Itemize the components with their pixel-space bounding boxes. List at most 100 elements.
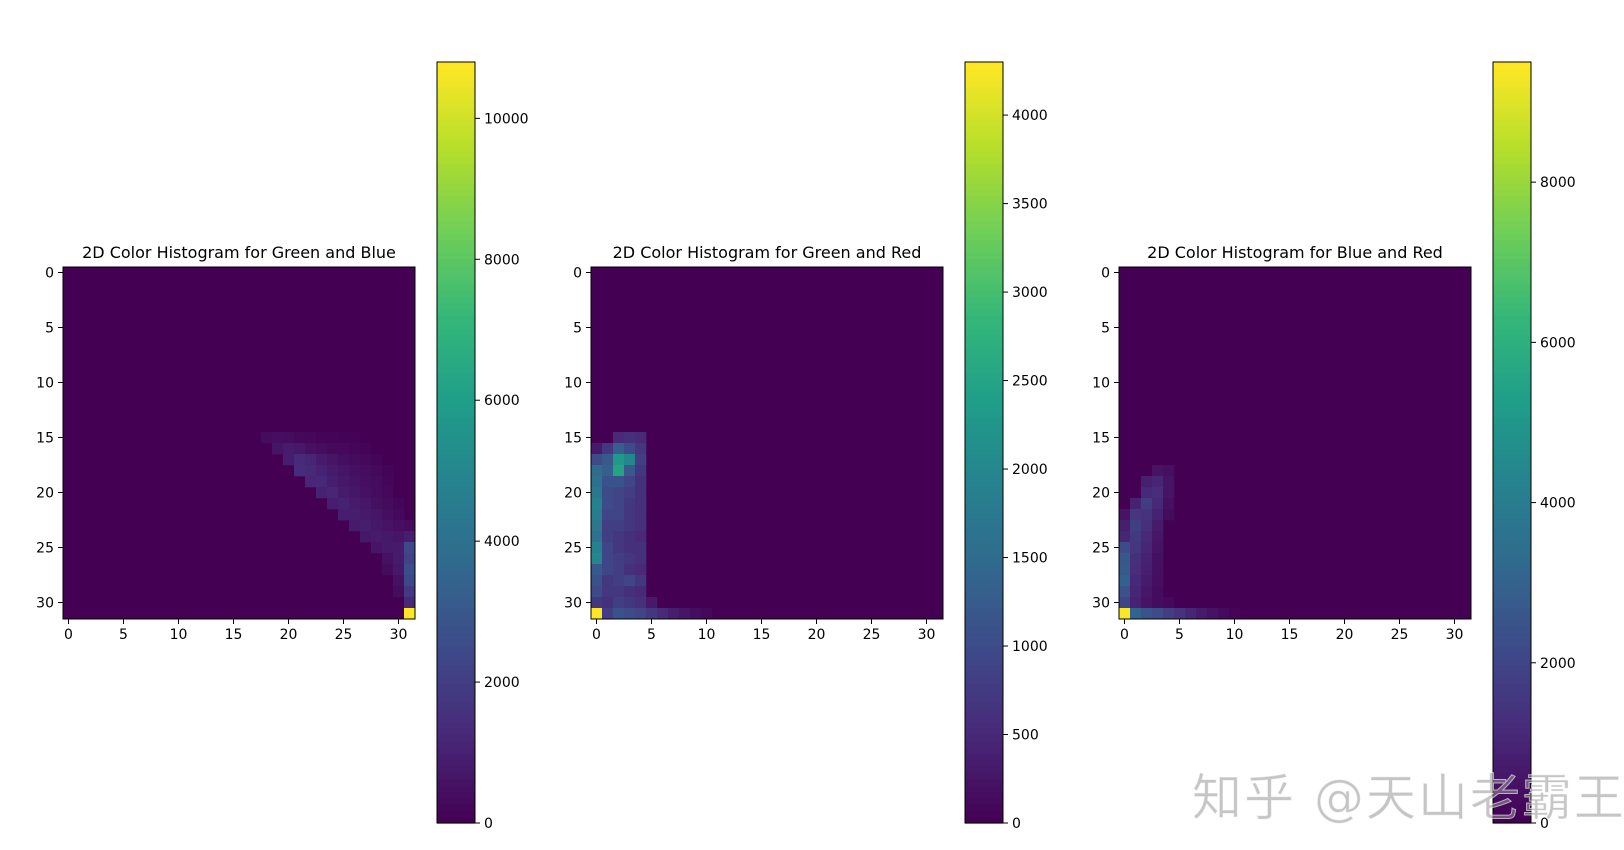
colorbar-segment bbox=[1493, 271, 1531, 279]
colorbar-segment bbox=[965, 765, 1003, 773]
colorbar-segment bbox=[437, 157, 475, 165]
heatmap-cell bbox=[283, 432, 295, 444]
colorbar-segment bbox=[965, 169, 1003, 177]
colorbar-segment bbox=[437, 759, 475, 767]
colorbar-segment bbox=[965, 302, 1003, 310]
heatmap-cell bbox=[602, 465, 614, 477]
heatmap-cell bbox=[624, 586, 636, 598]
colorbar-tick-label: 2500 bbox=[1012, 374, 1048, 390]
colorbar-segment bbox=[437, 322, 475, 329]
y-tick-label: 5 bbox=[1101, 321, 1110, 337]
colorbar-segment bbox=[965, 74, 1003, 82]
colorbar-segment bbox=[1493, 195, 1531, 203]
heatmap-cell bbox=[602, 509, 614, 521]
colorbar-segment bbox=[965, 702, 1003, 710]
colorbar-segment bbox=[1493, 100, 1531, 107]
heatmap-cell bbox=[635, 542, 647, 554]
heatmap-cell bbox=[404, 575, 416, 587]
chart-panel-2: 2D Color Histogram for Green and Red 0 5 10… bbox=[564, 61, 1048, 832]
colorbar-segment bbox=[437, 784, 475, 792]
heatmap-cell bbox=[635, 443, 647, 455]
heatmap-cell bbox=[635, 608, 647, 620]
colorbar-segment bbox=[965, 93, 1003, 101]
heatmap-cell bbox=[1152, 509, 1164, 521]
colorbar-segment bbox=[965, 366, 1003, 374]
heatmap-cell bbox=[635, 498, 647, 510]
colorbar-segment bbox=[437, 689, 475, 697]
colorbar-segment bbox=[437, 404, 475, 412]
heatmap-cell bbox=[624, 509, 636, 521]
colorbar-segment bbox=[437, 245, 475, 253]
heatmap-cell bbox=[624, 542, 636, 554]
chart-title: 2D Color Histogram for Green and Red bbox=[613, 243, 922, 262]
colorbar-tick-label: 2000 bbox=[484, 675, 520, 691]
colorbar-segment bbox=[965, 163, 1003, 171]
heatmap-cell bbox=[305, 443, 317, 455]
heatmap-cell bbox=[404, 597, 416, 609]
colorbar-segment bbox=[437, 74, 475, 82]
heatmap-cell bbox=[349, 454, 361, 466]
colorbar-segment bbox=[1493, 315, 1531, 323]
heatmap-cell bbox=[624, 487, 636, 499]
colorbar-segment bbox=[437, 119, 475, 127]
colorbar-segment bbox=[1493, 283, 1531, 291]
colorbar-segment bbox=[437, 391, 475, 399]
heatmap-cell bbox=[393, 520, 405, 532]
colorbar-segment bbox=[965, 112, 1003, 120]
colorbar-tick-label: 0 bbox=[484, 816, 493, 832]
colorbar-tick-label: 6000 bbox=[484, 393, 520, 409]
colorbar-segment bbox=[437, 734, 475, 742]
x-tick-label: 20 bbox=[1336, 627, 1354, 643]
colorbar-segment bbox=[1493, 601, 1531, 608]
heatmap-cell bbox=[327, 443, 339, 455]
colorbar-segment bbox=[965, 353, 1003, 361]
heatmap-cell bbox=[591, 575, 603, 587]
heatmap-cell bbox=[602, 608, 614, 620]
heatmap-cell bbox=[1152, 575, 1164, 587]
colorbar-segment bbox=[1493, 106, 1531, 114]
heatmap-cell bbox=[602, 564, 614, 576]
heatmap-cell bbox=[1152, 487, 1164, 499]
colorbar-segment bbox=[437, 214, 475, 222]
colorbar-segment bbox=[1493, 550, 1531, 558]
colorbar-segment bbox=[1493, 499, 1531, 507]
colorbar-segment bbox=[437, 366, 475, 374]
colorbar-segment bbox=[965, 562, 1003, 570]
colorbar-segment bbox=[965, 309, 1003, 317]
heatmap-cell bbox=[1130, 542, 1142, 554]
heatmap-cell bbox=[283, 454, 295, 466]
colorbar-segment bbox=[965, 68, 1003, 76]
colorbar-segment bbox=[437, 778, 475, 786]
colorbar-segment bbox=[1493, 233, 1531, 241]
heatmap-cell bbox=[316, 454, 328, 466]
heatmap-cell bbox=[338, 465, 350, 477]
heatmap-cell bbox=[1130, 509, 1142, 521]
colorbar-segment bbox=[965, 341, 1003, 348]
heatmap-cell bbox=[591, 509, 603, 521]
colorbar-segment bbox=[437, 632, 475, 640]
colorbar-segment bbox=[1493, 290, 1531, 298]
heatmap-cell bbox=[1119, 575, 1131, 587]
colorbar-segment bbox=[437, 562, 475, 570]
heatmap-cell bbox=[1119, 520, 1131, 532]
x-tick-label: 10 bbox=[698, 627, 716, 643]
colorbar-segment bbox=[437, 448, 475, 456]
colorbar-segment bbox=[965, 271, 1003, 279]
colorbar-segment bbox=[965, 220, 1003, 228]
colorbar-segment bbox=[1493, 778, 1531, 786]
y-tick-label: 0 bbox=[573, 266, 582, 282]
colorbar-segment bbox=[437, 182, 475, 190]
heatmap-cell bbox=[327, 498, 339, 510]
heatmap-cell bbox=[591, 465, 603, 477]
colorbar-segment bbox=[437, 810, 475, 818]
x-tick-label: 5 bbox=[119, 627, 128, 643]
heatmap-cell bbox=[635, 432, 647, 444]
y-tick-label: 30 bbox=[564, 596, 582, 612]
heatmap-cell bbox=[1119, 608, 1131, 620]
heatmap-cell bbox=[635, 564, 647, 576]
heatmap-background bbox=[591, 267, 943, 619]
colorbar-segment bbox=[1493, 632, 1531, 640]
heatmap-cell bbox=[305, 454, 317, 466]
colorbar-segment bbox=[965, 461, 1003, 469]
colorbar-segment bbox=[965, 467, 1003, 475]
